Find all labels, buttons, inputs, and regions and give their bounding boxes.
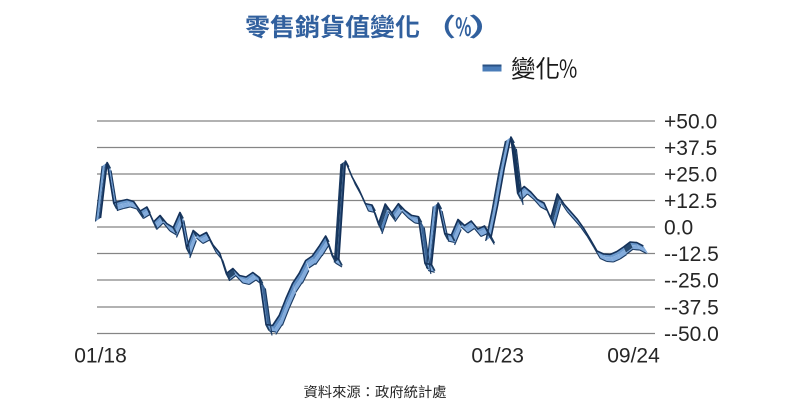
svg-text:+37.5: +37.5 xyxy=(664,137,717,160)
svg-text:09/24: 09/24 xyxy=(607,345,660,368)
svg-text:--37.5: --37.5 xyxy=(664,296,719,319)
svg-text:+25.0: +25.0 xyxy=(664,163,717,186)
svg-text:--25.0: --25.0 xyxy=(664,269,719,292)
svg-text:+12.5: +12.5 xyxy=(664,190,717,213)
svg-text:--50.0: --50.0 xyxy=(664,323,719,346)
svg-text:+50.0: +50.0 xyxy=(664,110,717,133)
svg-text:--12.5: --12.5 xyxy=(664,243,719,266)
svg-text:01/18: 01/18 xyxy=(74,345,127,368)
svg-text:01/23: 01/23 xyxy=(471,345,524,368)
svg-text:0.0: 0.0 xyxy=(664,216,693,239)
